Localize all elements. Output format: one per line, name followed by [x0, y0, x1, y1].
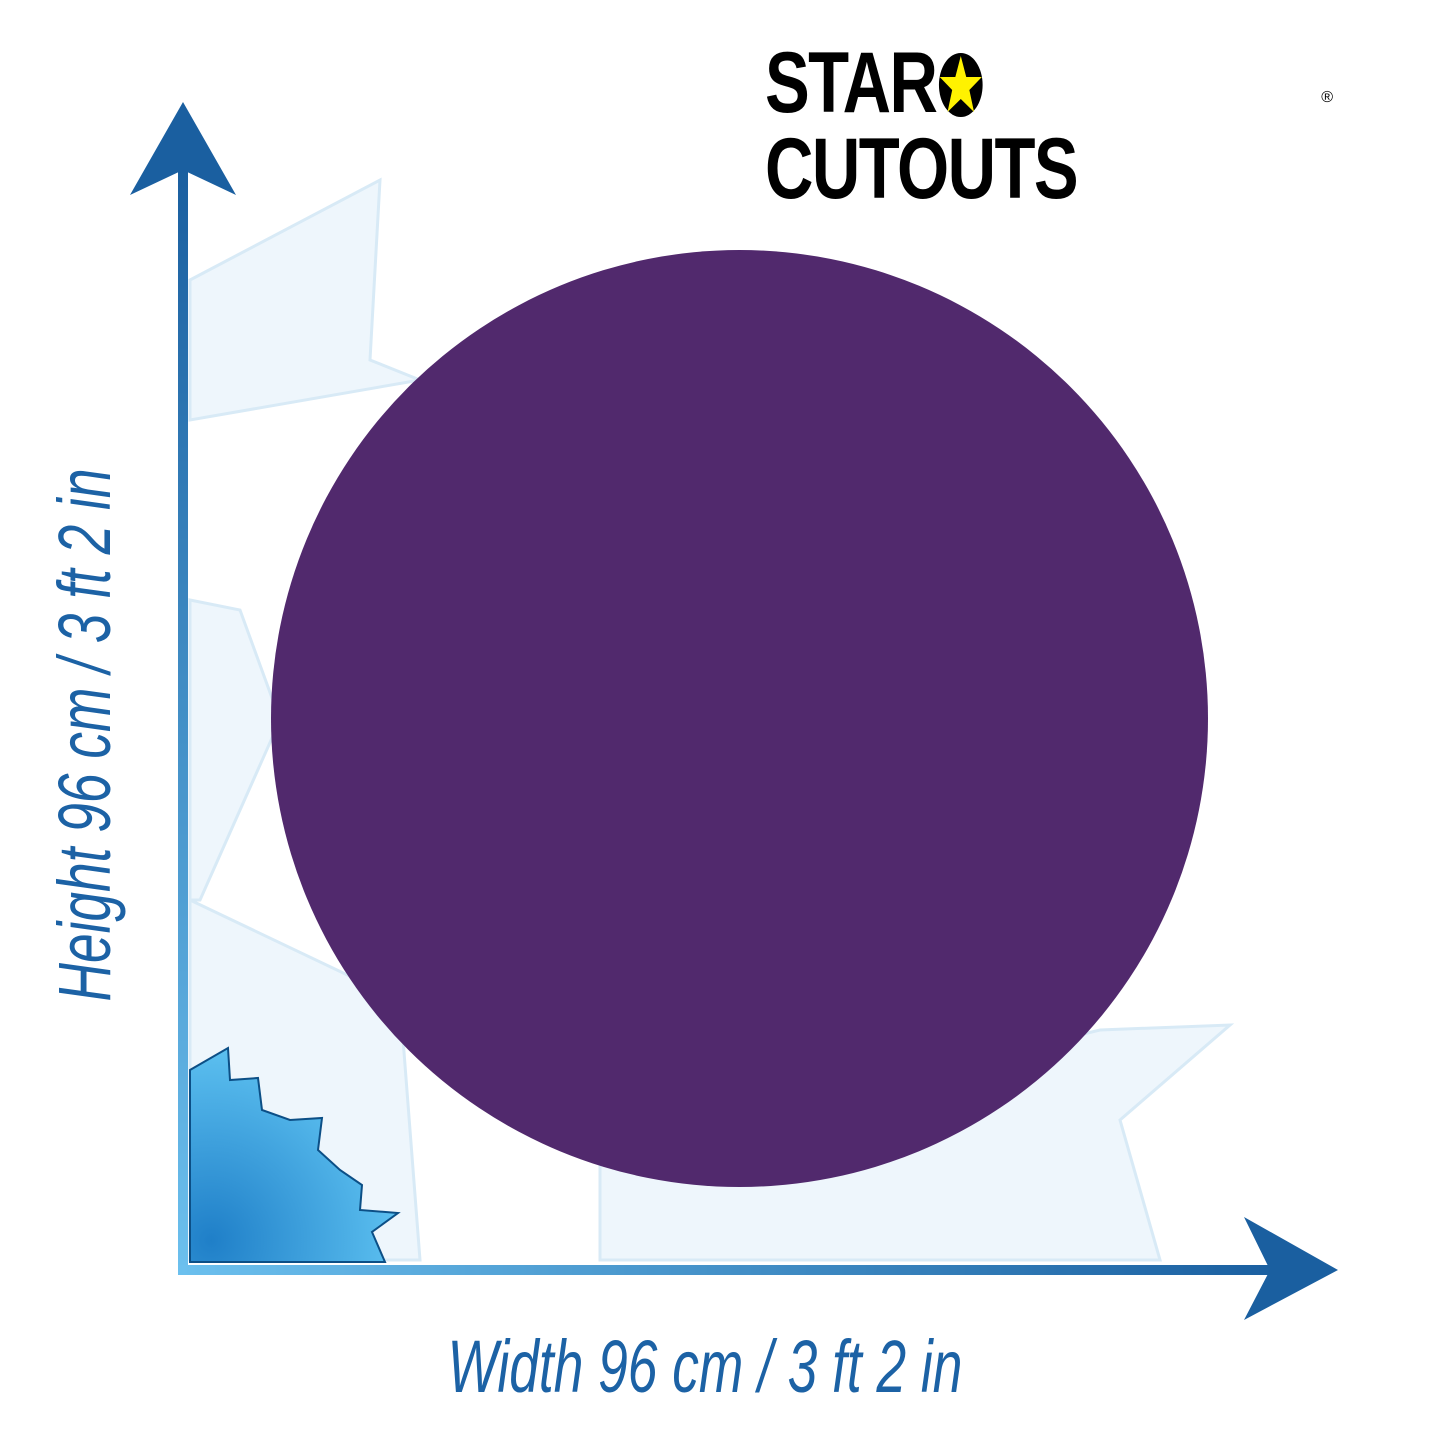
logo-text-star: STAR: [765, 35, 938, 131]
registered-mark: ®: [1321, 89, 1333, 106]
star-icon: [938, 53, 983, 117]
starcutouts-logo: STARCUTOUTS ®: [765, 40, 1445, 212]
height-label: Height 96 cm / 3 ft 2 in: [43, 468, 126, 1002]
height-axis-arrow: [130, 102, 236, 1275]
blue-star-burst: [189, 1046, 401, 1263]
width-axis-arrow: [178, 1217, 1338, 1320]
purple-circle-cutout: [271, 250, 1208, 1187]
logo-text-cutouts: CUTOUTS: [765, 121, 1079, 217]
width-label: Width 96 cm / 3 ft 2 in: [447, 1325, 963, 1408]
